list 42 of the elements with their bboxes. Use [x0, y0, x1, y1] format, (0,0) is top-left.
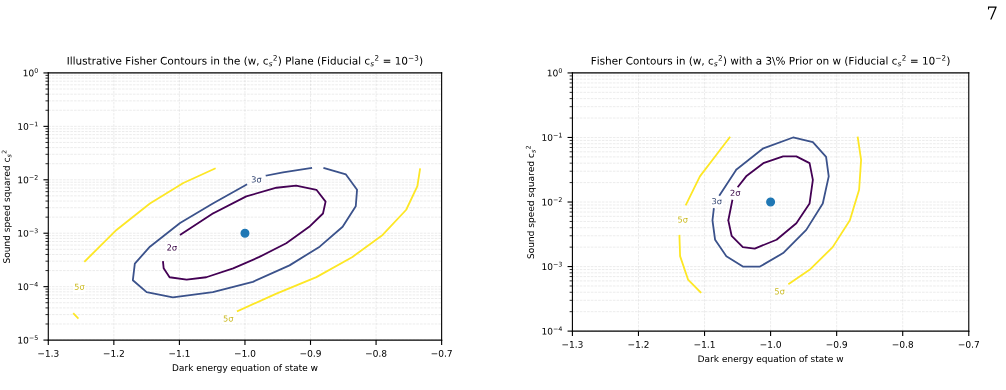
- series-label: 5σ: [678, 216, 688, 223]
- series-label: 5σ: [774, 288, 785, 295]
- y-tick-label: 10$^{−5}$: [18, 335, 38, 344]
- chart-title: Fisher Contours in (w, c$_{s}$$^{2}$) with a 3\% Prior on w (Fiducial c$_{s}$$^{2}$ = 10$^{−2}$): [591, 55, 950, 67]
- x-tick-label: −0.9: [300, 349, 321, 357]
- x-axis-title: Dark energy equation of state w: [698, 355, 844, 364]
- x-tick-label: −1.1: [694, 341, 715, 348]
- y-tick-label: 10$^{−1}$: [18, 121, 38, 130]
- series-label: 2σ: [730, 189, 741, 196]
- x-tick-label: −1.0: [760, 340, 781, 348]
- y-tick-label: 10$^{−3}$: [542, 261, 562, 271]
- x-tick-label: −0.8: [366, 349, 387, 357]
- x-tick-label: −1.2: [103, 349, 124, 357]
- chart-title: Illustrative Fisher Contours in the (w, c$_{s}$$^{2}$) Plane (Fiducial c$_{s}$$^{2}$ = 10$^{−3}$): [67, 55, 423, 67]
- series-label: 5σ: [223, 315, 234, 322]
- x-tick-label: −0.8: [892, 340, 914, 348]
- y-tick-label: 10$^{−4}$: [542, 326, 563, 335]
- x-tick-label: −0.7: [431, 349, 452, 357]
- text: 5σ: [74, 283, 85, 290]
- y-tick-label: 10$^{−2}$: [18, 175, 38, 184]
- y-axis-title: Sound speed squared c$_{s}$$^{2}$: [525, 145, 536, 259]
- x-tick-label: −0.7: [958, 340, 979, 348]
- y-tick-label: 10$^{−1}$: [542, 132, 562, 141]
- x-tick-label: −1.1: [169, 350, 190, 357]
- x-axis-title: Dark energy equation of state w: [172, 364, 318, 373]
- y-tick-label: 10$^{−2}$: [542, 197, 562, 206]
- y-tick-label: 10$^{−3}$: [18, 228, 38, 237]
- line-series: [236, 168, 421, 312]
- y-tick-label: 10$^{0}$: [23, 68, 38, 77]
- text: 7: [987, 6, 997, 20]
- x-tick-label: −1.3: [38, 349, 59, 357]
- line-series: [788, 136, 863, 285]
- y-axis-title: Sound speed squared c$_{s}$$^{2}$: [1, 150, 12, 263]
- series-label: 2σ: [167, 244, 177, 251]
- y-tick-label: 10$^{−4}$: [18, 281, 38, 291]
- x-tick-label: −1.0: [234, 349, 256, 357]
- x-tick-label: −0.9: [826, 340, 847, 348]
- series-label: 3σ: [251, 176, 262, 183]
- x-tick-label: −1.2: [628, 340, 649, 348]
- x-tick-label: −1.3: [562, 340, 583, 348]
- series-label: 3σ: [712, 198, 722, 205]
- y-tick-label: 10$^{0}$: [547, 68, 562, 77]
